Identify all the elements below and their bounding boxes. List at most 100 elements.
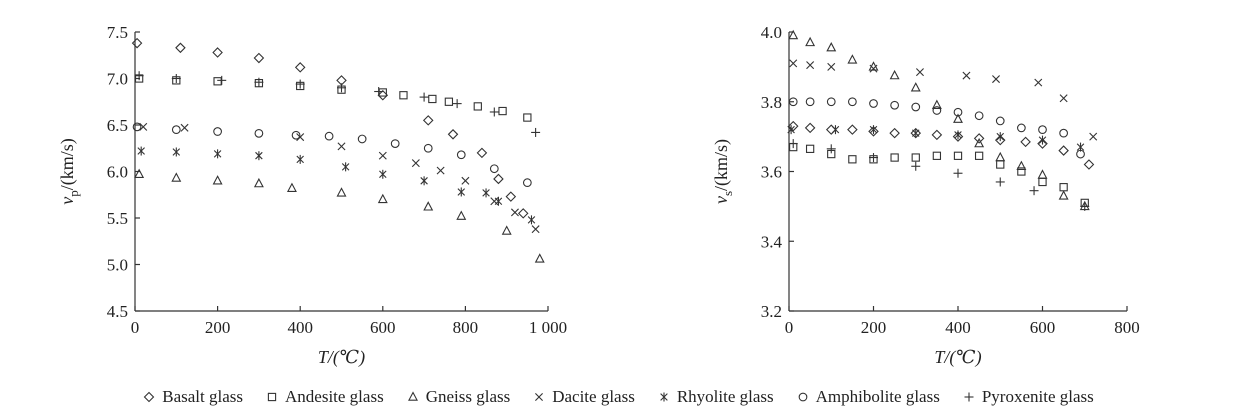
series-andesite-glass — [134, 74, 532, 122]
series-andesite-glass — [789, 142, 1089, 208]
data-point — [291, 130, 301, 140]
y-tick-label: 6.0 — [107, 163, 128, 182]
data-point — [869, 64, 878, 73]
series-rhyolite-glass — [787, 125, 1085, 152]
legend-item: Basalt glass — [142, 387, 243, 407]
asterisk-marker-icon — [660, 392, 668, 402]
data-point — [212, 47, 223, 58]
data-point — [869, 153, 878, 163]
data-point — [213, 127, 222, 136]
series-basalt-glass — [787, 120, 1095, 170]
data-point — [1029, 186, 1039, 196]
x-axis-title: T/(℃) — [318, 347, 365, 368]
data-point — [253, 52, 265, 64]
data-point — [296, 133, 305, 142]
data-point — [531, 225, 540, 234]
data-point — [806, 61, 815, 70]
data-point — [974, 111, 984, 121]
legend-item: Gneiss glass — [406, 387, 511, 407]
charts-canvas: 0 200 400 600 800 1 000 4.5 5.0 5.5 6.0 6.5 7.0 7.5 T… — [57, 23, 1140, 368]
data-point — [869, 125, 878, 135]
square-marker-icon — [267, 392, 277, 402]
data-point — [827, 62, 836, 71]
data-point — [134, 168, 145, 178]
data-point — [1059, 94, 1068, 103]
data-point — [995, 116, 1005, 126]
data-point — [489, 164, 499, 174]
data-point — [787, 125, 795, 135]
data-point — [357, 134, 367, 144]
data-point — [254, 77, 264, 87]
data-point — [171, 74, 181, 83]
data-point — [494, 196, 503, 206]
chart-1: 0 200 400 600 800 1 000 4.5 5.0 5.5 6.0 6.5 7.0 7.5 T… — [57, 23, 567, 368]
data-point — [1017, 167, 1026, 176]
data-point — [501, 225, 512, 235]
data-point — [889, 127, 900, 139]
data-point — [390, 139, 400, 148]
data-point — [254, 128, 264, 138]
data-point — [1016, 123, 1026, 133]
data-point — [787, 120, 799, 132]
data-point — [131, 37, 143, 49]
data-point — [826, 144, 836, 154]
data-point — [1016, 160, 1027, 170]
y-tick-label: 3.2 — [761, 302, 782, 321]
data-point — [1037, 138, 1048, 149]
data-point — [973, 133, 985, 144]
data-point — [826, 42, 837, 52]
data-point — [932, 106, 942, 115]
data-point — [374, 87, 384, 97]
y-tick-label: 5.0 — [107, 256, 128, 275]
data-point — [522, 178, 532, 188]
legend-item: Amphibolite glass — [796, 387, 940, 407]
data-point — [954, 130, 962, 140]
y-tick-label: 7.5 — [107, 23, 128, 42]
data-point — [952, 131, 964, 142]
y-tick-label: 4.0 — [761, 23, 782, 42]
data-point — [974, 151, 984, 160]
data-point — [378, 151, 387, 160]
y-tick-label: 4.5 — [107, 302, 128, 321]
plus-marker-icon — [964, 392, 974, 402]
data-point — [995, 177, 1005, 187]
data-point — [378, 88, 387, 97]
data-point — [995, 151, 1006, 162]
x-tick-label: 200 — [861, 318, 887, 337]
circle-marker-icon — [798, 392, 808, 402]
data-point — [419, 92, 429, 102]
data-point — [1076, 149, 1085, 159]
data-point — [337, 83, 346, 93]
data-point — [212, 175, 223, 185]
data-point — [137, 146, 145, 156]
data-point — [422, 115, 434, 126]
x-tick-label: 1 000 — [529, 318, 567, 337]
series-basalt-glass — [131, 37, 529, 219]
data-point — [253, 177, 264, 188]
series-gneiss-glass — [788, 29, 1090, 211]
data-point — [490, 197, 499, 206]
series-dacite-glass — [789, 59, 1098, 141]
legend-label: Gneiss glass — [425, 387, 511, 406]
x-tick-label: 0 — [785, 318, 794, 337]
data-point — [411, 159, 420, 168]
data-point — [420, 176, 428, 186]
data-point — [915, 68, 924, 77]
data-point — [931, 99, 942, 109]
data-point — [510, 208, 519, 217]
legend-item: Rhyolite glass — [657, 387, 774, 407]
x-tick-label: 0 — [131, 318, 140, 337]
data-point — [517, 208, 529, 219]
data-point — [805, 36, 816, 47]
data-point — [804, 122, 816, 134]
data-point — [505, 191, 517, 202]
data-point — [1059, 183, 1068, 192]
data-point — [452, 99, 462, 109]
x-tick-label: 400 — [945, 318, 971, 337]
y-axis-title: vs/(km/s) — [711, 139, 735, 204]
data-point — [826, 97, 836, 107]
series-pyroxenite-glass — [788, 139, 1090, 211]
data-point — [1038, 177, 1047, 187]
chart-2: 0 200 400 600 800 3.2 3.4 3.6 3.8 4.0 T/(℃) vs/(km/… — [711, 23, 1140, 368]
y-axis-title-subscript: s — [720, 191, 735, 196]
